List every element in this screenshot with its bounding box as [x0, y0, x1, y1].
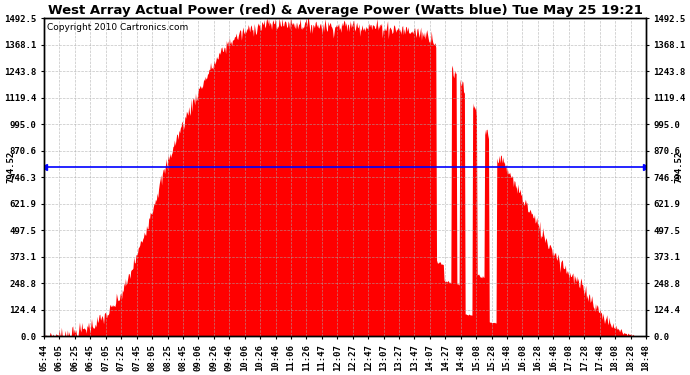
Title: West Array Actual Power (red) & Average Power (Watts blue) Tue May 25 19:21: West Array Actual Power (red) & Average …	[48, 4, 642, 17]
Text: Copyright 2010 Cartronics.com: Copyright 2010 Cartronics.com	[47, 23, 188, 32]
Text: 794.52: 794.52	[6, 151, 15, 183]
Text: 794.52: 794.52	[675, 151, 684, 183]
